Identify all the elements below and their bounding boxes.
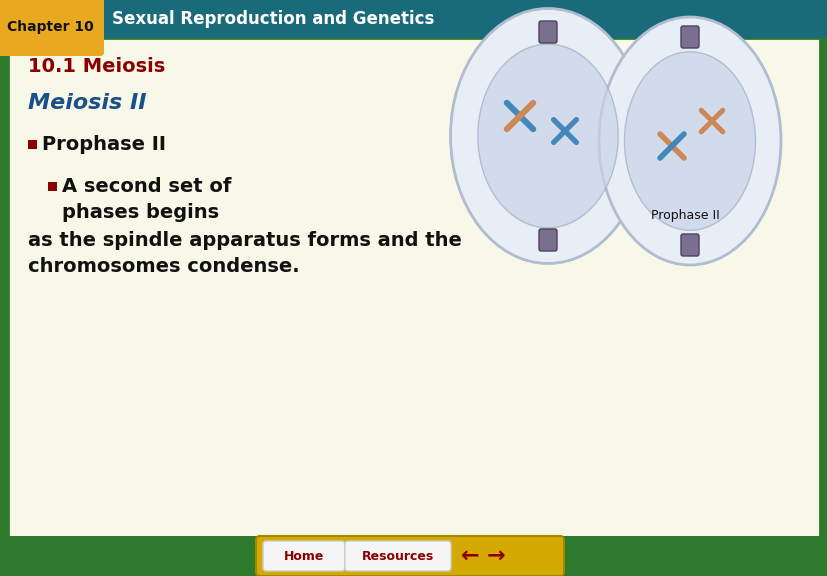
Text: phases begins: phases begins [62, 203, 219, 222]
Text: Sexual Reproduction and Genetics: Sexual Reproduction and Genetics [112, 10, 434, 28]
Text: Chapter 10: Chapter 10 [7, 20, 93, 34]
Text: Home: Home [284, 550, 324, 563]
FancyBboxPatch shape [538, 21, 557, 43]
Text: Resources: Resources [361, 550, 433, 563]
FancyBboxPatch shape [0, 0, 104, 56]
Text: A second set of: A second set of [62, 176, 231, 195]
Ellipse shape [477, 44, 618, 228]
FancyBboxPatch shape [263, 541, 345, 571]
Text: as the spindle apparatus forms and the: as the spindle apparatus forms and the [28, 230, 461, 249]
FancyBboxPatch shape [8, 38, 819, 538]
FancyBboxPatch shape [48, 181, 57, 191]
Ellipse shape [598, 17, 780, 265]
FancyBboxPatch shape [0, 0, 827, 38]
Text: →: → [486, 546, 504, 566]
FancyBboxPatch shape [680, 26, 698, 48]
Text: chromosomes condense.: chromosomes condense. [28, 257, 299, 276]
Text: 10.1 Meiosis: 10.1 Meiosis [28, 56, 165, 75]
Ellipse shape [624, 52, 754, 230]
FancyBboxPatch shape [345, 541, 451, 571]
Text: Prophase II: Prophase II [651, 210, 719, 222]
FancyBboxPatch shape [680, 234, 698, 256]
Text: Prophase II: Prophase II [42, 135, 165, 153]
Ellipse shape [450, 9, 645, 263]
FancyBboxPatch shape [8, 536, 819, 576]
FancyBboxPatch shape [538, 229, 557, 251]
FancyBboxPatch shape [256, 536, 563, 576]
Text: ←: ← [460, 546, 479, 566]
Text: Meiosis II: Meiosis II [28, 93, 146, 113]
FancyBboxPatch shape [28, 139, 37, 149]
